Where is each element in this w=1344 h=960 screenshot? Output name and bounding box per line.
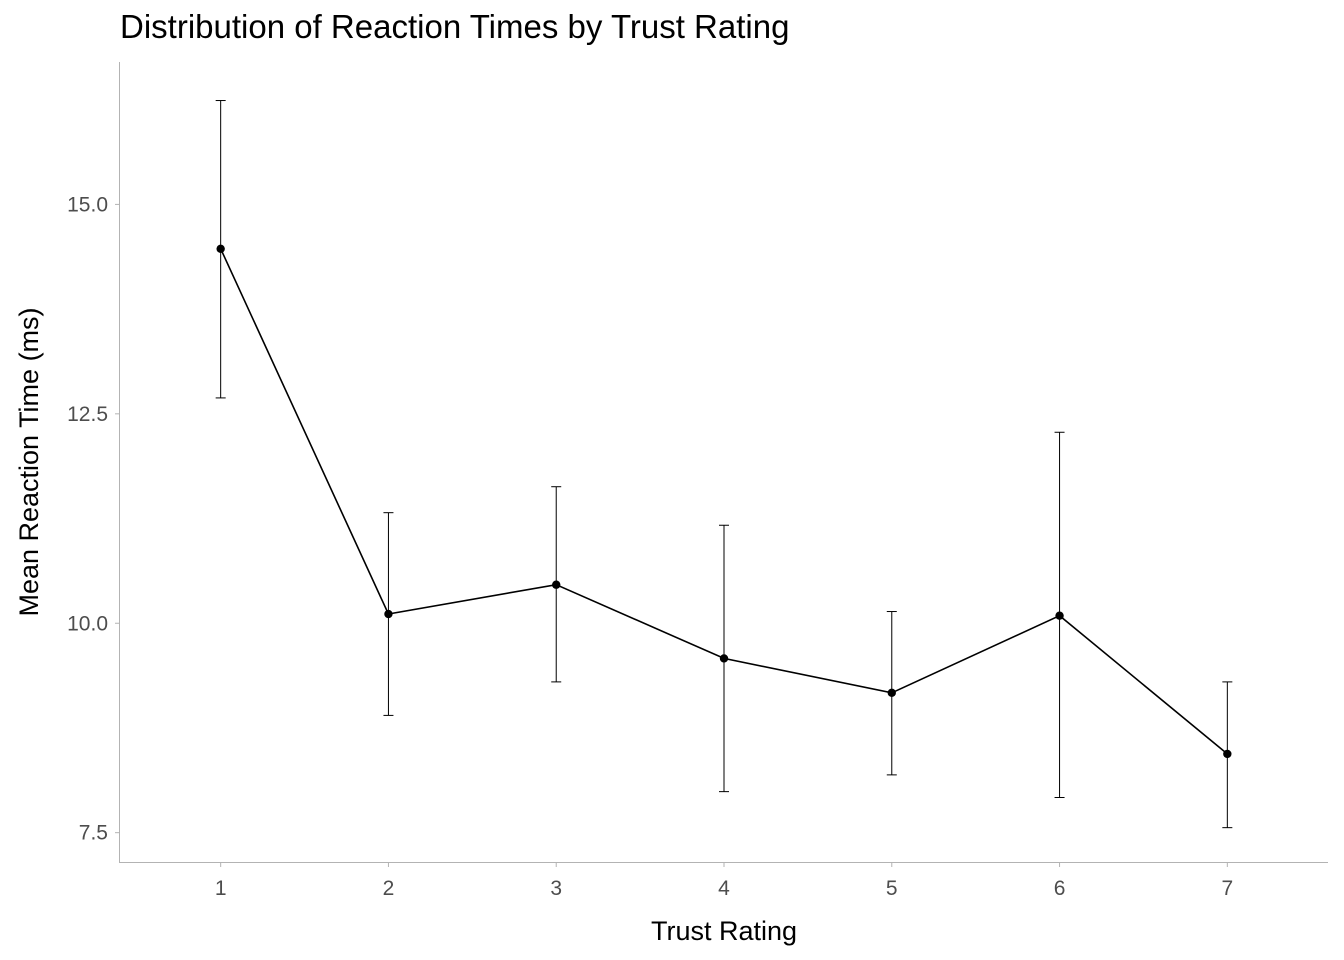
- data-point: [719, 654, 729, 663]
- x-tick-label: 3: [550, 877, 562, 900]
- x-axis-title: Trust Rating: [651, 916, 797, 946]
- data-point: [552, 580, 561, 589]
- x-tick-label: 4: [718, 877, 730, 900]
- x-tick-label: 5: [886, 877, 898, 900]
- data-point: [384, 609, 393, 619]
- error-bars: [215, 100, 1233, 829]
- chart-title: Distribution of Reaction Times by Trust …: [120, 8, 790, 45]
- y-ticks: 7.5 10.0 12.5 15.0: [67, 193, 120, 845]
- y-tick-label: 15.0: [67, 193, 108, 216]
- y-tick-label: 10.0: [67, 612, 108, 635]
- data-point: [216, 244, 225, 254]
- y-tick-label: 12.5: [67, 403, 108, 426]
- data-point: [887, 688, 896, 697]
- x-tick-label: 1: [215, 877, 227, 900]
- x-tick-label: 6: [1054, 877, 1066, 900]
- data-point: [1055, 611, 1064, 620]
- data-point: [1223, 749, 1232, 759]
- y-tick-label: 7.5: [79, 822, 108, 845]
- x-tick-label: 7: [1221, 877, 1233, 900]
- x-tick-label: 2: [383, 877, 395, 900]
- data-points: [216, 244, 1232, 759]
- x-ticks: 1 2 3 4 5 6 7: [215, 862, 1233, 900]
- y-axis-title: Mean Reaction Time (ms): [14, 307, 44, 616]
